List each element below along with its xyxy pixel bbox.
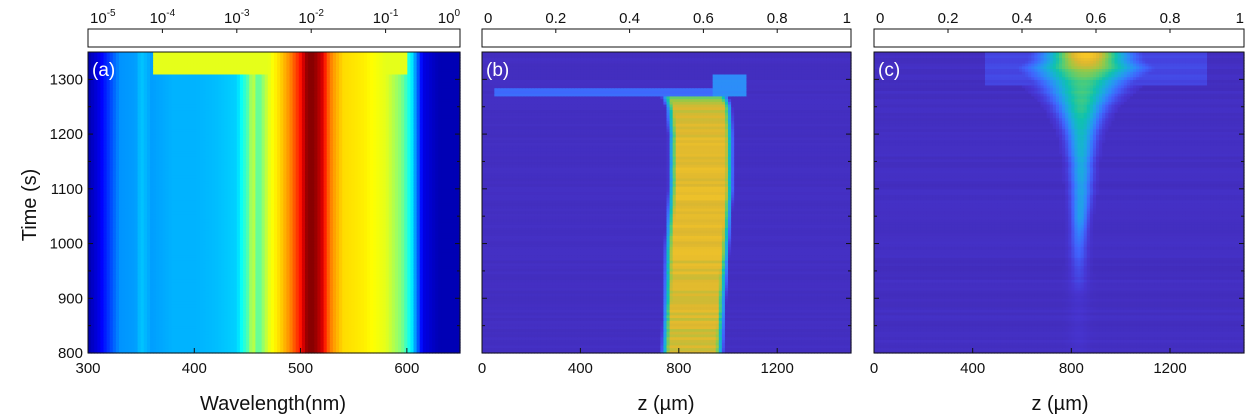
colorbar-tick-label: 10-5 — [90, 8, 116, 27]
colorbar-tick-label: 10-4 — [150, 8, 176, 27]
panel-a: 10-5 10-4 10-3 10-2 10-1 10080090010001100120… — [50, 8, 461, 377]
colorbar-tick-label: 10-3 — [224, 8, 250, 27]
colorbar — [88, 29, 460, 47]
colorbar-tick-label: 100 — [438, 8, 461, 27]
colorbar-tick-label: 10-1 — [373, 8, 399, 27]
heatmap-cells — [88, 52, 461, 354]
colorbar-tick-label: 10-2 — [298, 8, 324, 27]
